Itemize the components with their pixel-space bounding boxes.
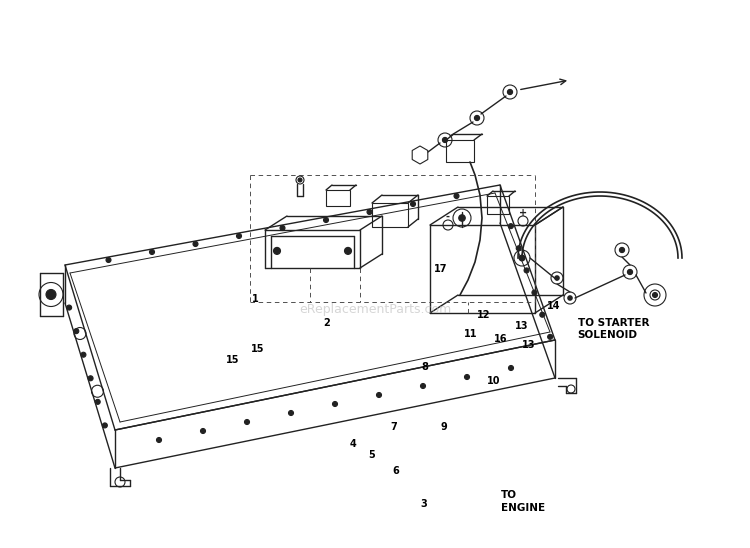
Text: 16: 16: [494, 334, 508, 344]
Text: 12: 12: [477, 310, 490, 320]
Text: 1: 1: [252, 294, 258, 304]
Circle shape: [200, 429, 206, 433]
Circle shape: [475, 116, 479, 121]
Circle shape: [454, 193, 459, 198]
Circle shape: [421, 384, 425, 389]
Circle shape: [568, 296, 572, 300]
Text: 13: 13: [522, 340, 536, 350]
Text: TO
ENGINE: TO ENGINE: [501, 490, 545, 512]
Text: 6: 6: [393, 466, 399, 476]
Circle shape: [459, 215, 465, 221]
Circle shape: [410, 202, 416, 207]
Circle shape: [323, 218, 328, 222]
Text: 15: 15: [251, 344, 265, 353]
Circle shape: [95, 399, 100, 404]
Circle shape: [376, 392, 382, 397]
Text: 7: 7: [390, 423, 398, 432]
Text: 11: 11: [464, 329, 477, 339]
Circle shape: [332, 402, 338, 407]
Circle shape: [106, 258, 111, 262]
Text: 5: 5: [368, 450, 375, 460]
Text: 15: 15: [226, 355, 239, 365]
Circle shape: [81, 352, 86, 357]
Circle shape: [628, 270, 632, 275]
Circle shape: [509, 366, 514, 370]
Circle shape: [652, 293, 658, 298]
Text: eReplacementParts.com: eReplacementParts.com: [298, 304, 452, 317]
Circle shape: [464, 374, 470, 380]
Circle shape: [548, 334, 553, 339]
Circle shape: [149, 249, 154, 254]
Circle shape: [88, 376, 93, 381]
Text: 13: 13: [514, 321, 528, 331]
Circle shape: [289, 410, 293, 415]
Circle shape: [193, 242, 198, 247]
Text: 17: 17: [434, 264, 448, 273]
Circle shape: [157, 437, 161, 442]
Text: TO STARTER
SOLENOID: TO STARTER SOLENOID: [578, 318, 649, 340]
Circle shape: [555, 276, 559, 280]
Circle shape: [298, 178, 302, 182]
Text: 4: 4: [349, 439, 355, 449]
Text: 14: 14: [547, 301, 560, 311]
Text: 8: 8: [422, 362, 429, 372]
Text: 3: 3: [420, 499, 427, 509]
Circle shape: [442, 138, 448, 142]
Circle shape: [367, 209, 372, 214]
Circle shape: [236, 233, 242, 238]
Circle shape: [508, 89, 512, 94]
Circle shape: [280, 225, 285, 231]
Circle shape: [67, 305, 72, 310]
Text: 10: 10: [487, 376, 500, 386]
Circle shape: [102, 423, 107, 428]
Circle shape: [344, 247, 352, 254]
Text: 9: 9: [441, 423, 447, 432]
Circle shape: [509, 224, 513, 229]
Circle shape: [524, 268, 529, 273]
Circle shape: [74, 329, 79, 334]
Circle shape: [540, 312, 544, 317]
Circle shape: [516, 246, 521, 251]
Circle shape: [244, 420, 250, 425]
Circle shape: [519, 255, 525, 261]
Circle shape: [274, 247, 280, 254]
Text: 2: 2: [322, 318, 330, 328]
Circle shape: [620, 248, 625, 253]
Circle shape: [46, 289, 56, 300]
Circle shape: [532, 290, 537, 295]
Text: -: -: [446, 212, 450, 222]
Text: +: +: [519, 208, 527, 218]
